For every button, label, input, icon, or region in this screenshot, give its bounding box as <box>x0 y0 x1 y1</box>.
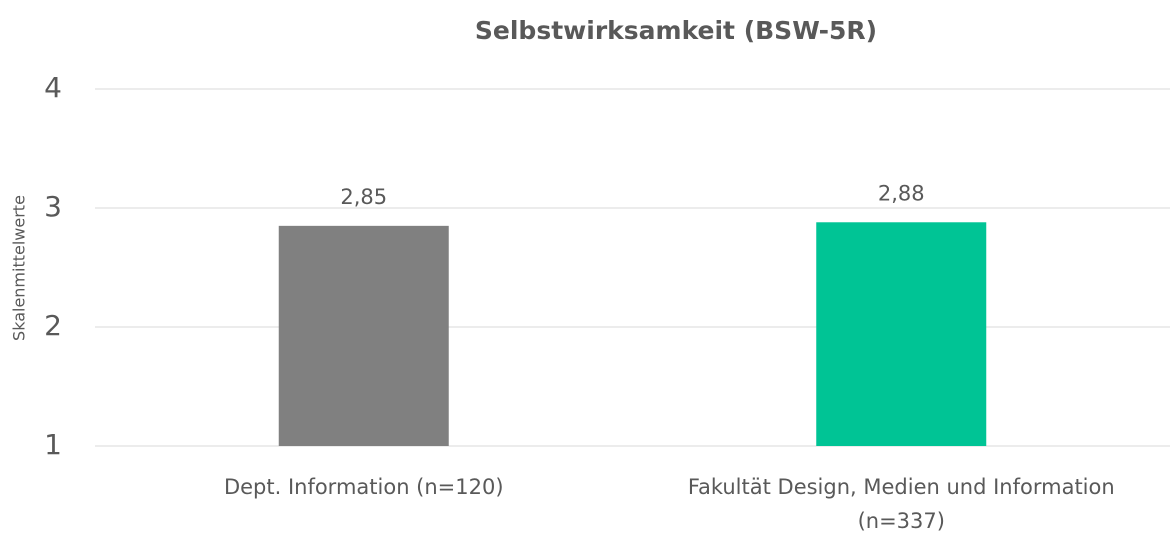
bar <box>278 225 449 446</box>
y-axis-label: Skalenmittelwerte <box>10 195 29 341</box>
y-tick-label: 1 <box>44 428 62 461</box>
x-tick-label: Fakultät Design, Medien und Information … <box>687 475 1115 533</box>
chart-title: Selbstwirksamkeit (BSW-5R) <box>475 16 877 45</box>
value-label: 2,85 <box>340 185 387 209</box>
bar <box>816 222 987 446</box>
y-tick-label: 2 <box>44 309 62 342</box>
x-tick-label: Dept. Information (n=120) <box>223 475 504 499</box>
y-tick-label: 3 <box>44 190 62 223</box>
y-tick-label: 4 <box>44 71 62 104</box>
value-label: 2,88 <box>878 181 925 205</box>
